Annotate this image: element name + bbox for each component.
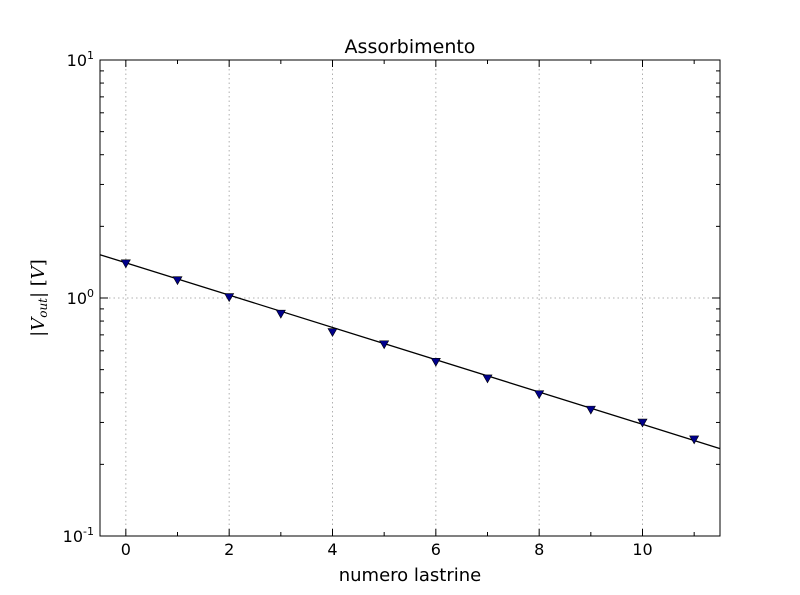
y-label-unit: V	[28, 264, 49, 279]
fit-line-layer	[99, 254, 721, 450]
x-tick-label: 0	[121, 540, 131, 559]
data-point	[275, 309, 286, 319]
data-points	[120, 259, 700, 445]
svg-text:|Vout| [V]: |Vout| [V]	[28, 259, 50, 337]
grid-lines	[100, 59, 720, 537]
data-point	[689, 435, 700, 445]
y-label-bar-open: |	[28, 331, 49, 337]
data-point	[327, 328, 338, 338]
y-tick-label: 100	[67, 287, 94, 308]
x-tick-label: 8	[534, 540, 544, 559]
y-tick-label: 101	[67, 49, 94, 70]
data-point	[120, 259, 131, 269]
axis-ticks	[100, 59, 720, 537]
chart-title: Assorbimento	[345, 36, 476, 58]
x-axis-label: numero lastrine	[339, 565, 482, 586]
y-label-bracket-close: ]	[28, 259, 49, 266]
data-point	[585, 405, 596, 415]
y-tick-labels: 10-1 100 101	[63, 49, 94, 546]
data-point	[172, 276, 183, 286]
y-label-subscript: out	[36, 298, 50, 318]
fit-line	[99, 254, 721, 450]
data-point	[430, 358, 441, 367]
data-point	[637, 418, 648, 428]
data-point	[224, 293, 235, 303]
y-axis-label: |Vout| [V]	[28, 259, 50, 337]
y-label-symbol: V	[28, 316, 49, 331]
x-tick-labels: 0 2 4 6 8 10	[121, 540, 653, 559]
x-tick-label: 10	[632, 540, 652, 559]
y-tick-label: 10-1	[63, 525, 94, 546]
x-tick-label: 6	[431, 540, 441, 559]
data-point	[379, 340, 390, 350]
y-label-bar-close: | [	[28, 279, 49, 298]
x-tick-label: 4	[327, 540, 337, 559]
data-point	[534, 390, 545, 400]
x-tick-label: 2	[224, 540, 234, 559]
data-point	[482, 374, 493, 384]
